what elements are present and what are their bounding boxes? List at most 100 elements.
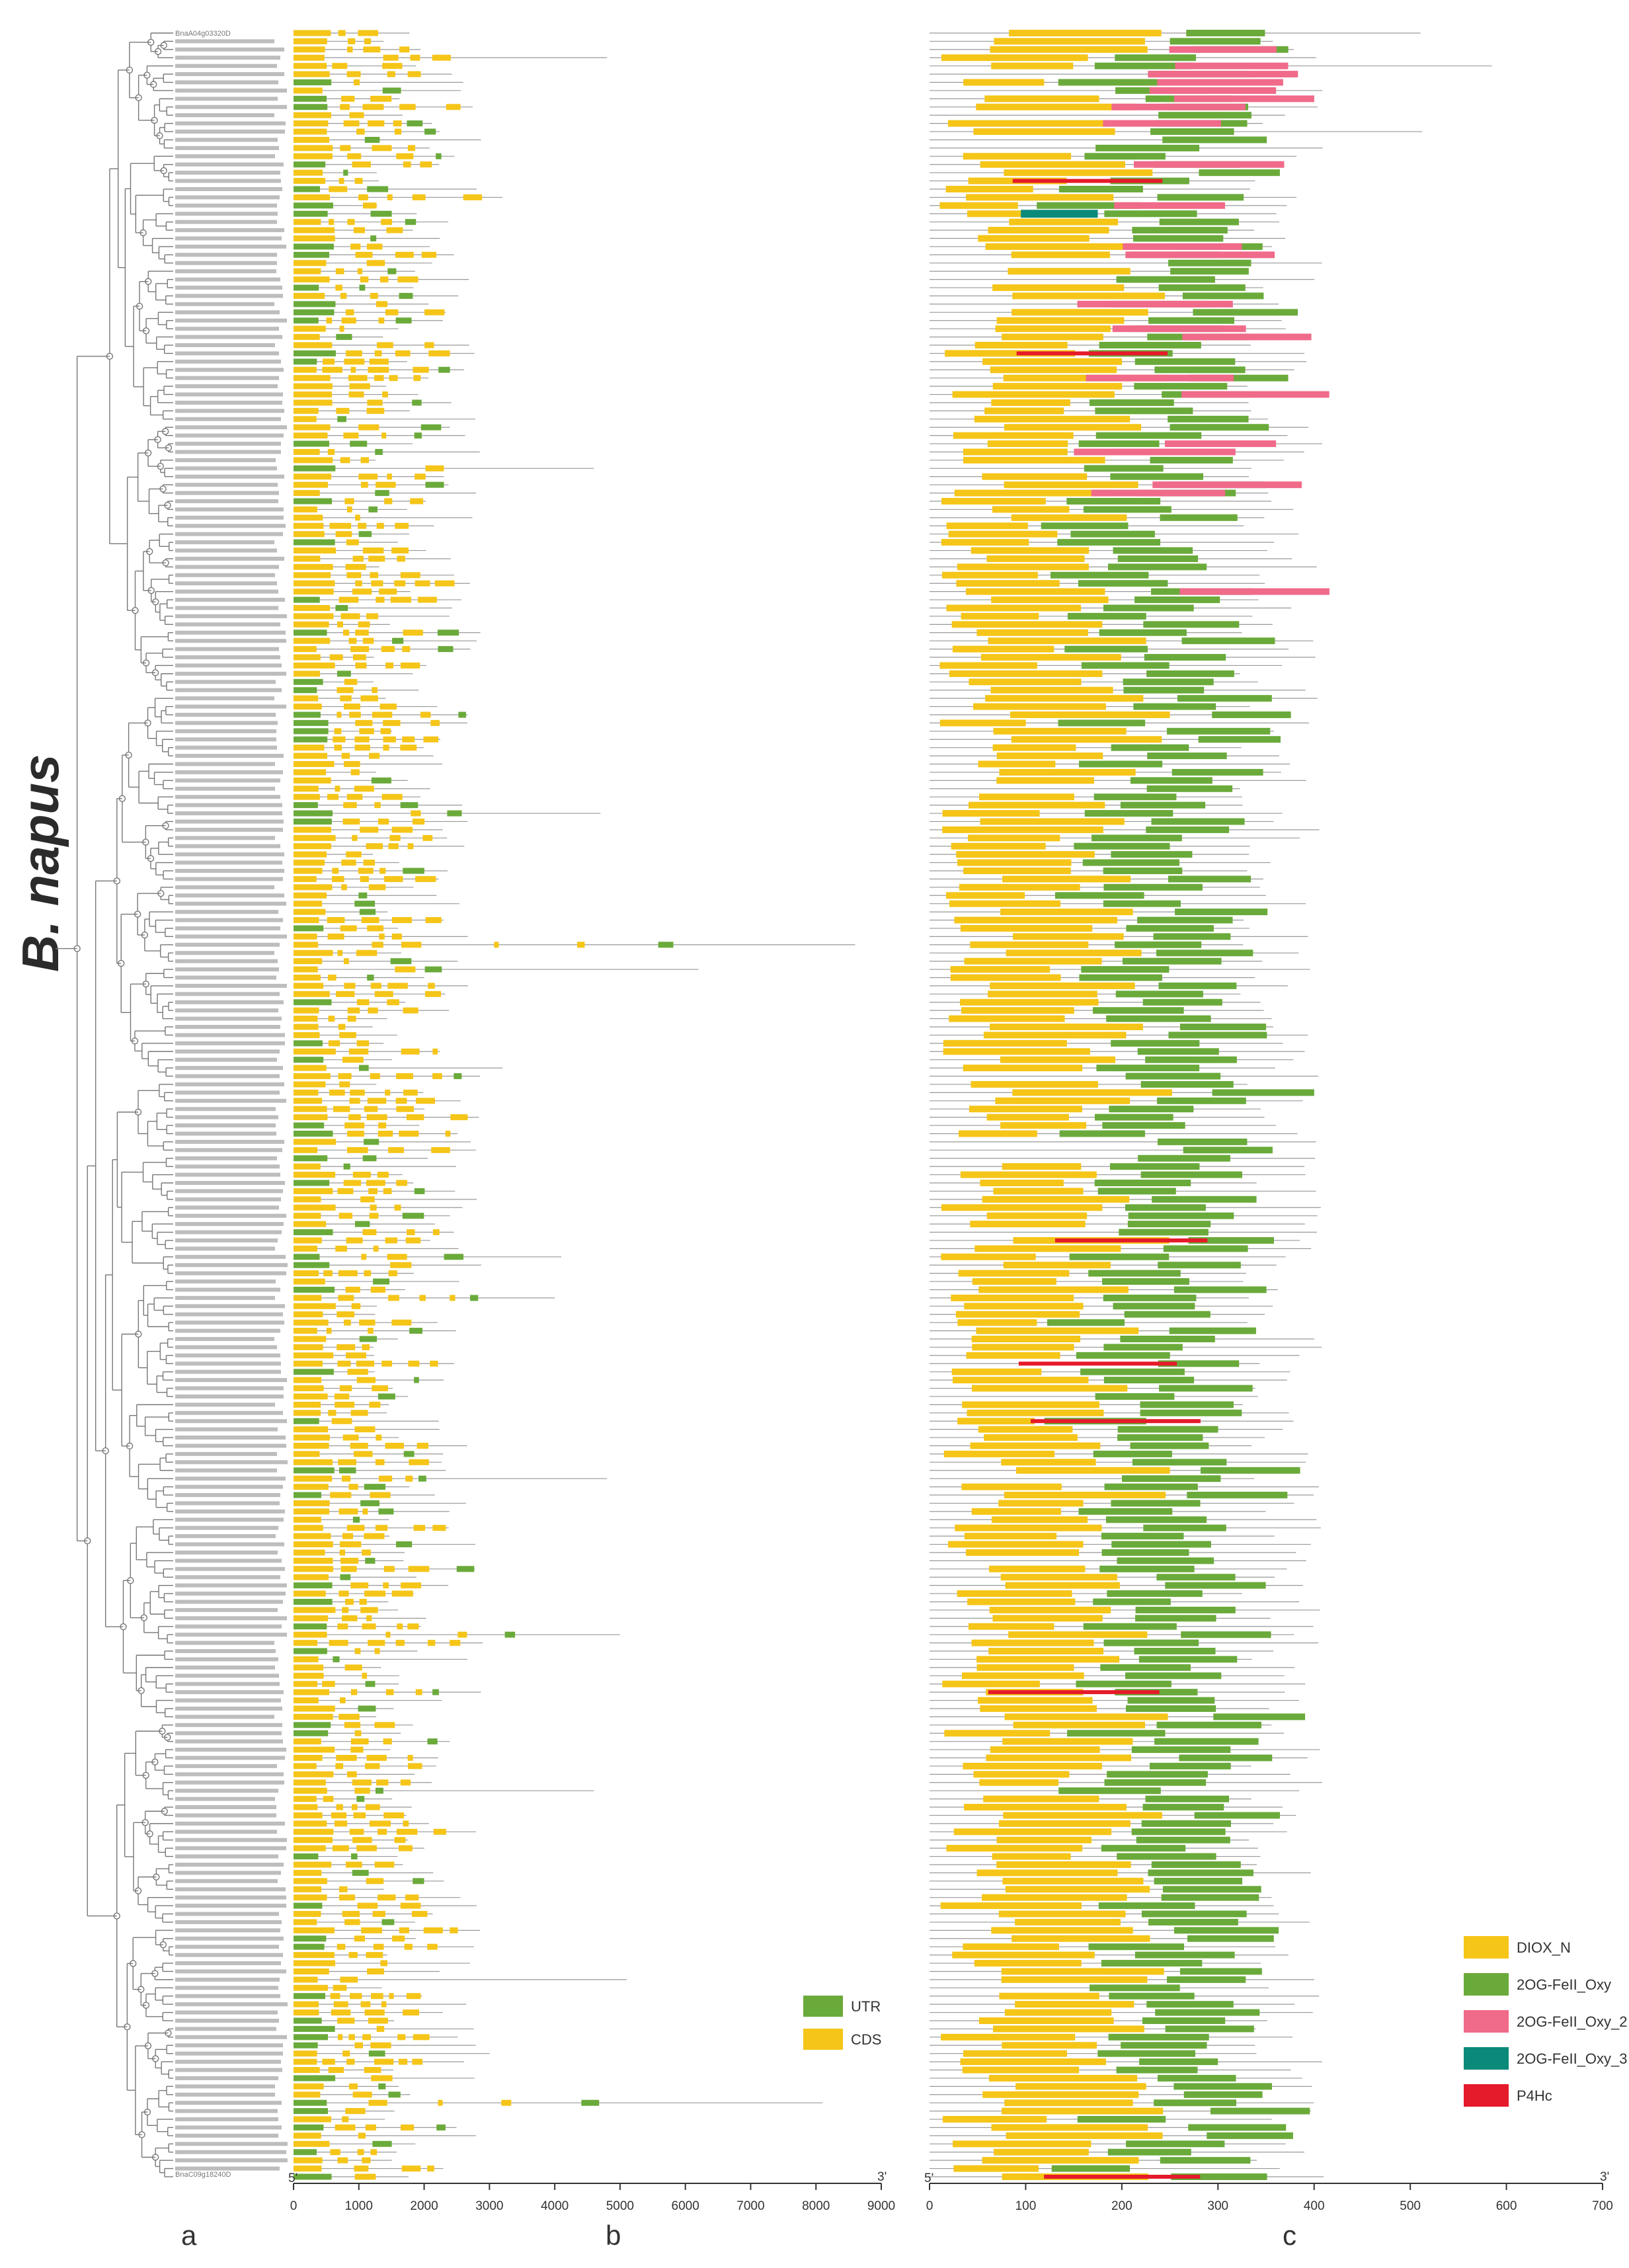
cds-exon	[340, 145, 351, 151]
cds-exon	[294, 30, 331, 36]
oxy-domain	[1079, 974, 1162, 981]
cds-exon	[501, 2099, 512, 2106]
cds-exon	[294, 1451, 320, 1457]
utr-block	[294, 1935, 327, 1942]
cds-exon	[358, 522, 367, 529]
cds-exon	[338, 1213, 352, 1219]
oxy-domain	[1057, 539, 1161, 546]
oxy-domain	[1159, 218, 1239, 225]
cds-exon	[331, 1812, 347, 1818]
cds-exon	[405, 1475, 413, 1482]
diox-n-domain	[946, 604, 1082, 612]
gene-id-label	[175, 1797, 275, 1801]
diox-n-domain	[994, 2148, 1089, 2156]
cds-exon	[332, 868, 339, 874]
legend-utr-label: UTR	[851, 1998, 881, 2015]
gene-id-label	[175, 1131, 276, 1136]
cds-exon	[391, 827, 413, 833]
cds-exon	[334, 728, 342, 735]
gene-id-label	[175, 63, 277, 68]
gene-id-label	[175, 868, 284, 873]
gene-id-label	[175, 1739, 283, 1744]
oxy-domain	[1102, 1278, 1189, 1285]
diox-n-domain	[1004, 169, 1153, 177]
diox-n-domain	[1004, 2009, 1112, 2016]
utr-block	[377, 1393, 395, 1400]
cds-exon	[383, 1188, 392, 1194]
cds-exon	[294, 334, 320, 341]
oxy-domain	[1207, 2132, 1293, 2139]
utr-block	[294, 687, 317, 694]
oxy-domain	[1154, 2099, 1236, 2107]
cds-exon	[294, 769, 326, 776]
cds-exon	[362, 1508, 368, 1515]
diox-n-domain	[974, 1960, 1082, 1967]
gene-id-label	[175, 1616, 287, 1621]
oxy-domain	[1084, 465, 1164, 472]
cds-exon	[398, 2058, 408, 2065]
utr-block	[365, 1557, 376, 1564]
gene-id-label	[175, 1838, 287, 1842]
cds-exon	[400, 1779, 411, 1786]
oxy-domain	[1117, 555, 1199, 562]
gene-id-label	[175, 745, 277, 750]
cds-exon	[382, 63, 403, 69]
gene-id-label	[175, 1904, 286, 1908]
diox-n-domain	[941, 539, 1029, 546]
oxy-domain	[1116, 276, 1215, 283]
cds-exon	[294, 342, 333, 348]
utr-block	[358, 892, 368, 899]
cds-exon	[413, 1525, 426, 1531]
diox-n-domain	[1001, 1459, 1096, 1466]
cds-exon	[381, 432, 387, 439]
legend-oxy2-label: 2OG-FeII_Oxy_2	[1517, 2013, 1628, 2030]
cds-exon	[294, 1952, 335, 1959]
cds-exon	[389, 1993, 394, 2000]
oxy-domain	[1059, 1130, 1145, 1137]
gene-id-label	[175, 1854, 278, 1859]
cds-exon	[360, 1607, 378, 1613]
gene-id-label	[175, 228, 284, 233]
cds-exon	[294, 1541, 333, 1548]
diox-n-domain	[969, 678, 1082, 686]
gene-id-label	[175, 942, 280, 947]
diox-n-domain	[996, 1861, 1131, 1868]
cds-exon	[363, 202, 377, 209]
diox-n-domain	[941, 1253, 1036, 1260]
cds-exon	[350, 1582, 369, 1589]
cds-exon	[294, 834, 336, 841]
oxy-domain	[1083, 1623, 1177, 1630]
cds-exon	[338, 2034, 343, 2041]
diox-n-domain	[1003, 374, 1166, 382]
gene-id-label	[175, 1369, 281, 1374]
cds-exon	[294, 1787, 327, 1794]
utr-block	[294, 210, 328, 217]
cds-exon	[294, 1705, 335, 1712]
gene-id-label	[175, 1624, 282, 1629]
cds-exon	[333, 736, 346, 743]
gene-id-label	[175, 934, 287, 939]
cds-exon	[294, 1073, 331, 1080]
cds-exon	[294, 1640, 318, 1646]
oxy-domain	[1101, 1960, 1203, 1967]
cds-exon	[294, 2157, 323, 2164]
gene-id-label	[175, 351, 279, 356]
axis-c-tick-label: 600	[1496, 2199, 1517, 2213]
diox-n-domain	[963, 867, 1071, 874]
diox-n-domain	[1010, 711, 1170, 718]
axis-c-ticks: 0 100 200 300 400 500 600 700	[926, 2183, 1613, 2213]
cds-exon	[356, 1040, 370, 1047]
oxy-domain	[1125, 1705, 1216, 1712]
diox-n-domain	[1004, 1713, 1168, 1721]
oxy-domain	[1081, 966, 1170, 973]
gene-id-label	[175, 803, 282, 807]
gene-id-label	[175, 286, 282, 290]
utr-block	[424, 128, 436, 135]
gene-id-label	[175, 2084, 275, 2089]
cds-exon	[425, 991, 442, 997]
cds-exon	[294, 1960, 336, 1966]
diox-n-domain	[1004, 2099, 1133, 2107]
gene-id-label	[175, 400, 282, 405]
cds-exon	[421, 251, 437, 258]
axis-b-end-mark: 3'	[877, 2170, 887, 2184]
